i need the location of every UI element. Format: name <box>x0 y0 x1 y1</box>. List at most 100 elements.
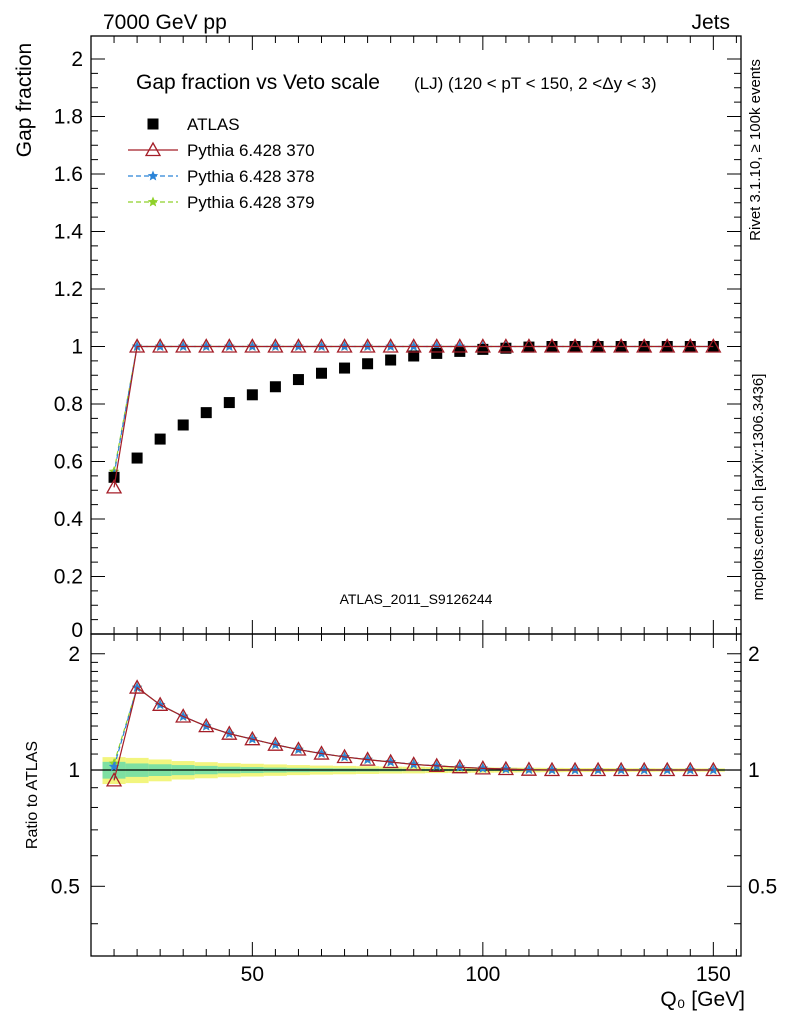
data-point <box>566 338 584 353</box>
legend-label: Pythia 6.428 379 <box>187 193 315 212</box>
data-point <box>474 760 491 775</box>
header-right: Jets <box>691 11 730 34</box>
data-point <box>144 141 162 157</box>
data-point <box>177 419 189 431</box>
data-point <box>589 338 607 353</box>
y-tick-label: 0.4 <box>54 508 84 531</box>
data-point <box>128 679 146 694</box>
analysis-watermark: ATLAS_2011_S9126244 <box>340 591 493 607</box>
y-tick-label: 0.2 <box>54 566 83 589</box>
data-point <box>636 338 653 353</box>
data-point <box>428 757 445 773</box>
data-point <box>131 452 143 464</box>
data-point <box>451 338 468 353</box>
legend-label: Pythia 6.428 378 <box>187 167 315 186</box>
y-tick-label: 1 <box>71 336 83 359</box>
data-point <box>269 381 281 393</box>
y-tick-label: 1.4 <box>54 221 84 244</box>
y-axis-label-main: Gap fraction <box>13 43 36 157</box>
data-point <box>152 338 169 353</box>
data-point <box>705 338 722 353</box>
data-point <box>292 374 304 386</box>
ratio-frame <box>90 633 742 957</box>
data-point <box>543 338 561 353</box>
chart-title: Gap fraction vs Veto scale <box>136 71 380 94</box>
data-point <box>682 761 699 777</box>
data-point <box>223 397 235 409</box>
data-point <box>659 761 676 777</box>
data-point <box>707 341 719 352</box>
data-point <box>339 362 351 374</box>
main-series-layer <box>105 338 722 494</box>
data-point <box>566 761 584 777</box>
y-tick-label: 1.8 <box>54 106 83 129</box>
chart-subtitle: (LJ) (120 < pT < 150, 2 <Δy < 3) <box>414 74 657 93</box>
x-tick-label: 50 <box>241 963 264 986</box>
data-point <box>682 338 699 353</box>
data-point <box>405 338 422 353</box>
data-point <box>382 338 399 353</box>
y-tick-label-right: 0.5 <box>748 875 777 898</box>
data-point <box>408 350 420 362</box>
y-tick-label: 0.5 <box>51 875 80 898</box>
data-point <box>244 338 261 353</box>
data-point <box>154 433 166 445</box>
data-point <box>497 760 515 776</box>
data-point <box>105 479 123 494</box>
data-point <box>175 708 192 723</box>
x-tick-label: 150 <box>696 963 731 986</box>
data-point <box>705 761 722 777</box>
data-point <box>428 338 445 353</box>
data-point <box>362 358 374 370</box>
data-point <box>147 170 159 181</box>
data-point <box>246 389 258 401</box>
data-point <box>451 758 468 774</box>
y-tick-label: 0.8 <box>54 393 83 416</box>
data-point <box>431 347 443 359</box>
data-point <box>175 338 192 353</box>
data-point <box>267 736 284 751</box>
data-point <box>520 338 538 353</box>
data-point <box>290 741 307 756</box>
data-point <box>221 338 238 353</box>
data-point <box>315 367 327 379</box>
rivet-version-label: Rivet 3.1.10, ≥ 100k events <box>747 59 764 241</box>
data-point <box>474 338 491 353</box>
data-point <box>267 338 284 353</box>
x-axis-label: Q₀ [GeV] <box>660 988 745 1011</box>
y-tick-label-right: 2 <box>748 643 760 666</box>
data-point <box>290 338 307 353</box>
data-point <box>221 725 238 740</box>
data-point <box>477 343 489 355</box>
data-point <box>543 761 561 777</box>
y-tick-label: 1.2 <box>54 278 83 301</box>
data-point <box>152 696 169 711</box>
legend-label: ATLAS <box>187 115 240 134</box>
data-point <box>500 342 512 354</box>
data-point <box>520 761 538 776</box>
data-point <box>198 338 215 353</box>
data-point <box>313 745 330 760</box>
data-point <box>336 748 353 764</box>
y-tick-label: 0 <box>71 619 83 642</box>
data-point <box>105 772 123 787</box>
data-point <box>200 407 212 419</box>
y-tick-label: 0.6 <box>54 451 83 474</box>
ratio-axes: 50 100 150 0.5 0.5 1 1 2 2 <box>51 633 777 986</box>
data-point <box>336 338 353 353</box>
data-point <box>613 338 630 353</box>
series-line <box>113 686 714 781</box>
data-point <box>313 338 330 353</box>
data-point <box>385 354 397 366</box>
y-tick-label: 2 <box>68 643 80 666</box>
header-left: 7000 GeV pp <box>103 11 227 34</box>
data-point <box>405 756 422 771</box>
data-point <box>382 753 399 769</box>
x-tick-label: 100 <box>465 963 500 986</box>
data-point <box>244 730 261 746</box>
mcplots-label: mcplots.cern.ch [arXiv:1306.3436] <box>750 374 767 601</box>
data-point <box>589 761 607 777</box>
y-tick-label: 2 <box>71 48 83 71</box>
data-point <box>636 761 653 777</box>
data-point <box>359 338 376 353</box>
